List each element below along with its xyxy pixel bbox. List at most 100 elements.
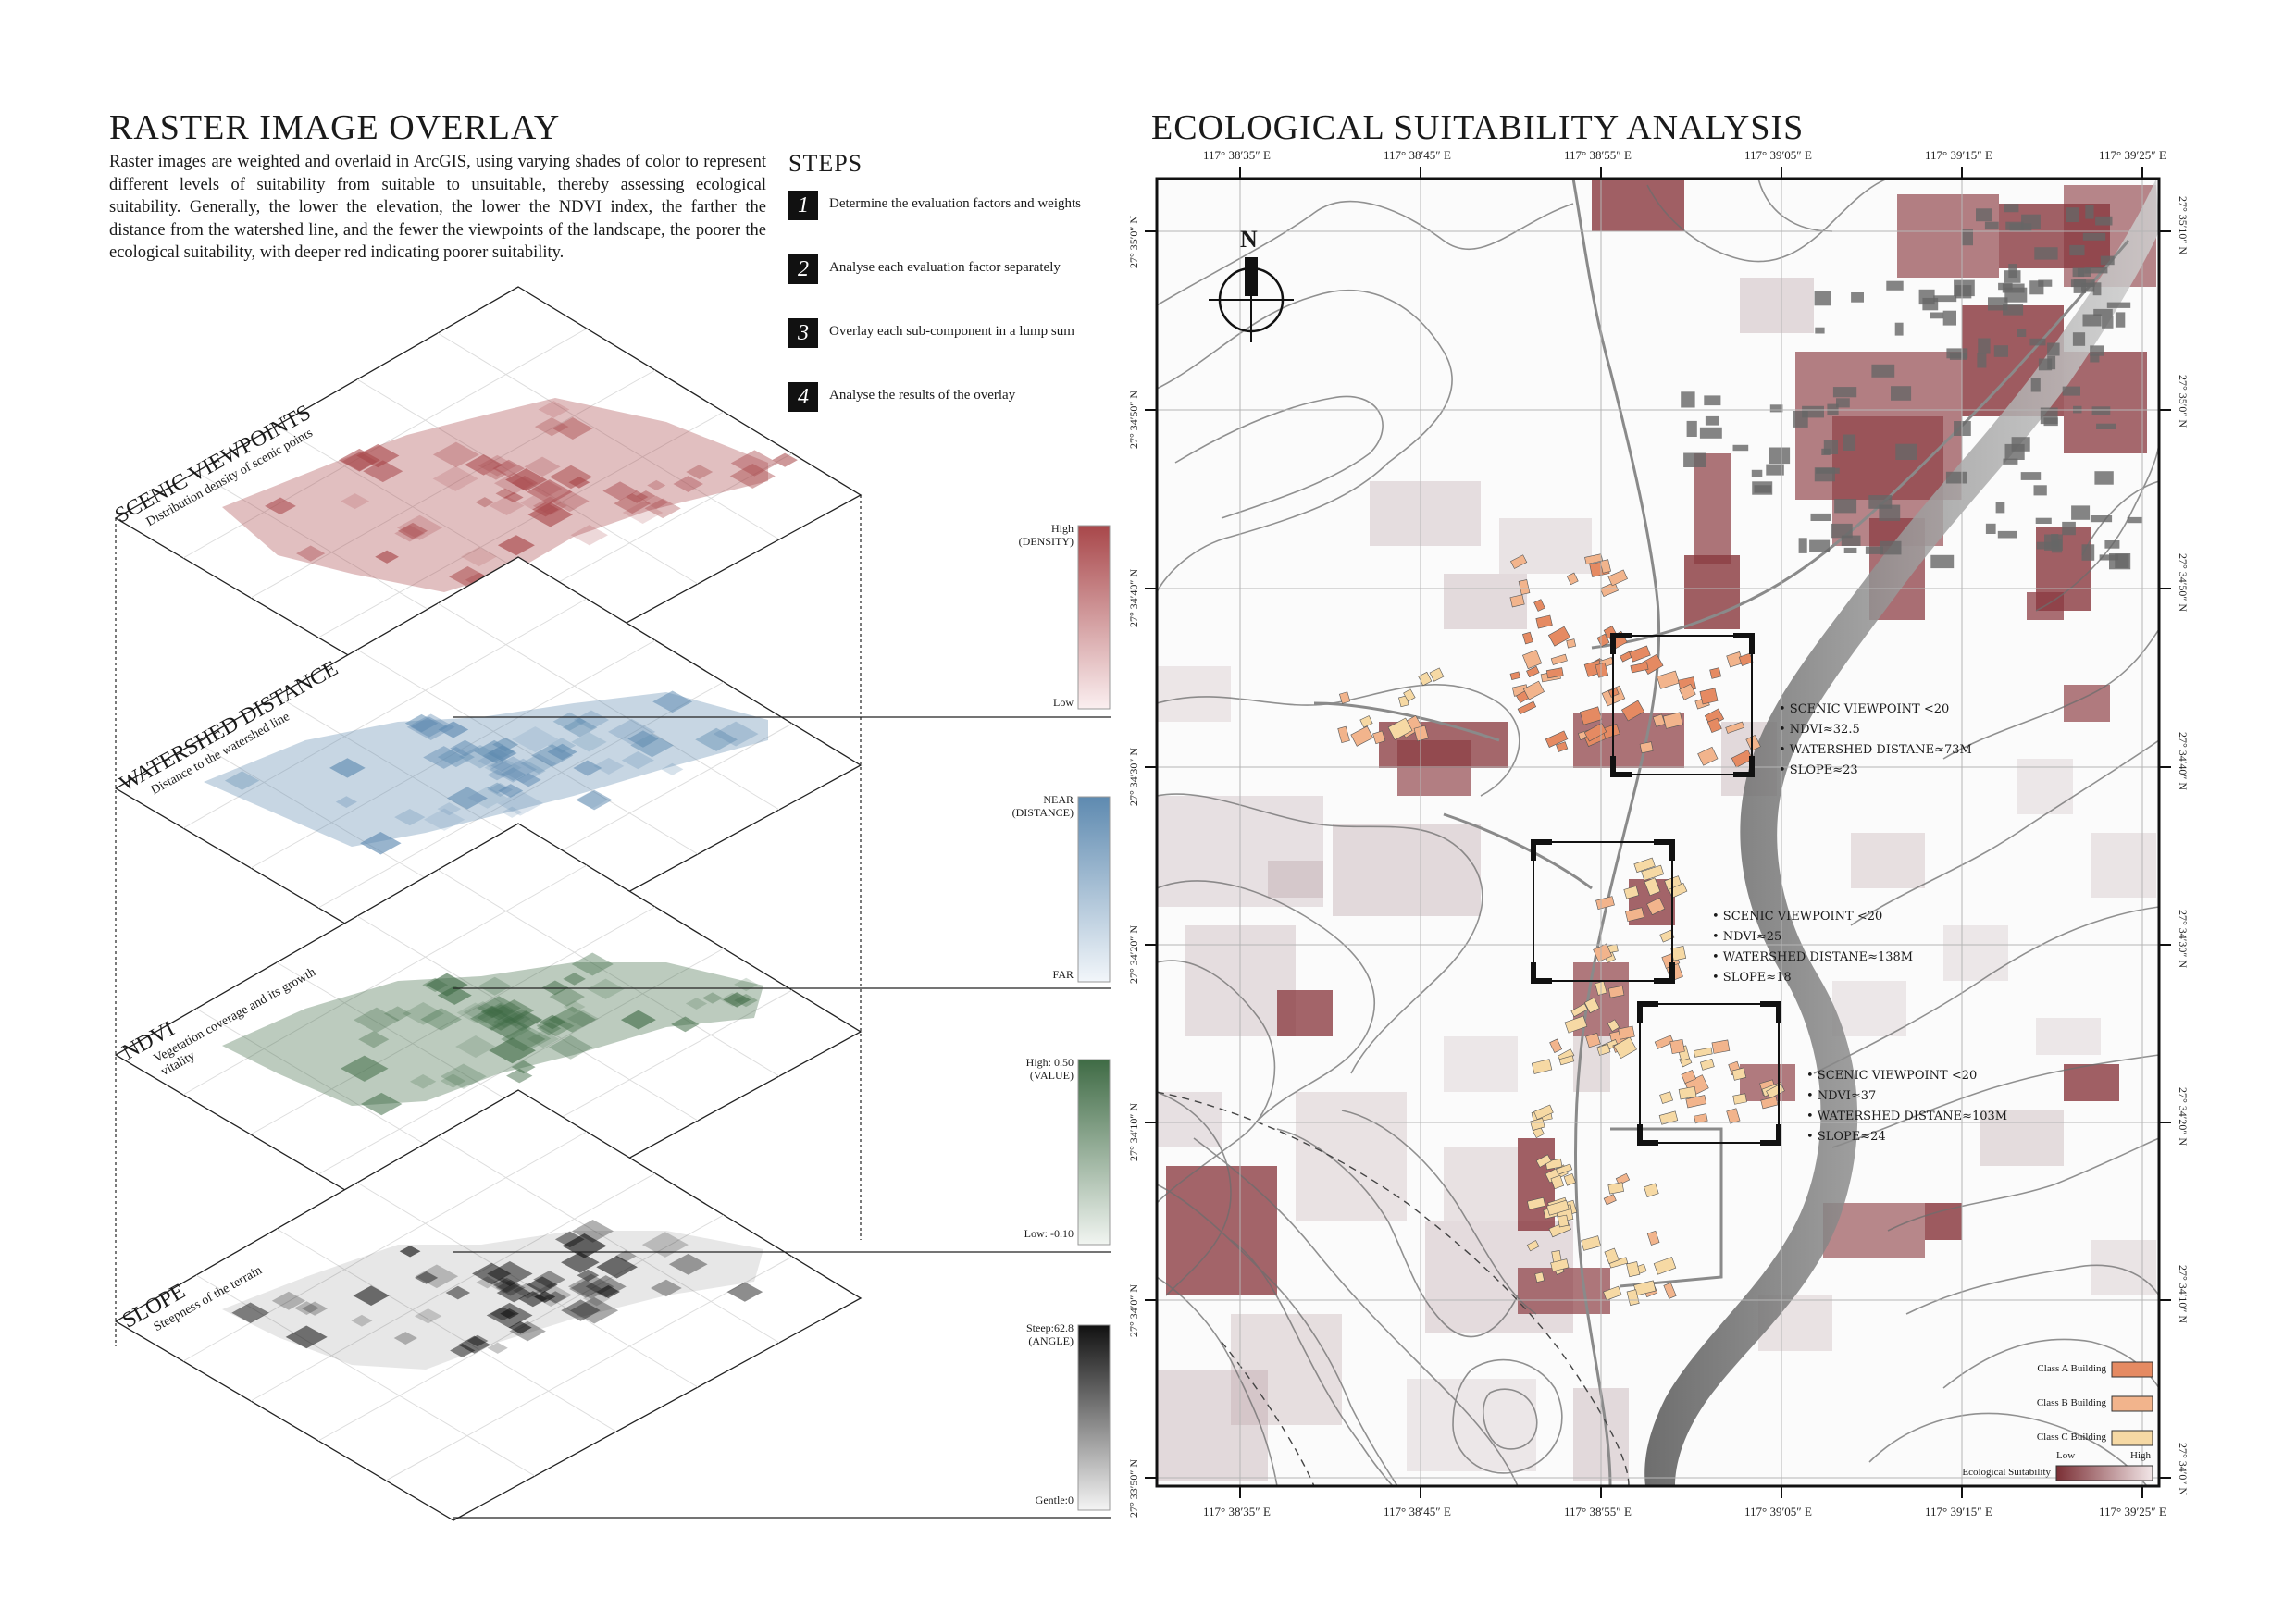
suitability-cell-low — [1157, 1370, 1268, 1481]
raster-cell — [726, 1282, 763, 1302]
building — [1659, 1091, 1673, 1104]
raster-cell — [596, 1255, 638, 1279]
building — [1550, 653, 1568, 665]
building — [1769, 404, 1783, 413]
raster-cell — [644, 498, 681, 519]
raster-cell — [644, 495, 669, 509]
suitability-cell-low — [1268, 861, 1323, 898]
raster-cell — [730, 450, 779, 477]
lon-label-bottom: 117° 39′05″ E — [1744, 1505, 1812, 1519]
building — [1834, 499, 1857, 514]
building — [2062, 386, 2080, 396]
building — [1599, 581, 1619, 598]
suitability-cell-high — [1694, 453, 1731, 564]
legend-ndvi-high: High: 0.50 (VALUE) — [981, 1056, 1074, 1082]
raster-cell — [493, 1015, 515, 1028]
building — [1814, 467, 1835, 482]
lat-label-left: 27° 34′20″ N — [1127, 924, 1140, 984]
raster-cell — [561, 1299, 601, 1321]
annotation-line: • NDVI≈32.5 — [1779, 723, 1860, 737]
building — [1581, 1235, 1602, 1251]
building — [1670, 946, 1687, 961]
raster-cell — [502, 806, 523, 818]
building — [1955, 285, 1972, 299]
building — [1732, 444, 1749, 452]
raster-cell — [593, 757, 625, 775]
raster-cell — [432, 441, 479, 468]
raster-cell — [506, 1068, 533, 1084]
lat-label-left: 27° 35′0″ N — [1127, 215, 1140, 268]
raster-cell — [576, 790, 609, 809]
raster-cell — [437, 986, 472, 1005]
building — [1337, 725, 1350, 744]
annotation-area-1: • SCENIC VIEWPOINT <20 • NDVI≈32.5 • WAT… — [1779, 700, 1972, 781]
raster-cell — [509, 1320, 546, 1342]
building — [2085, 205, 2094, 219]
building — [1930, 554, 1955, 569]
building — [2003, 458, 2018, 465]
legend-scenic-low: Low — [1053, 696, 1074, 709]
map-title: ECOLOGICAL SUITABILITY ANALYSIS — [1151, 108, 1805, 147]
building — [1679, 683, 1696, 700]
annotation-line: • SLOPE≈23 — [1779, 763, 1858, 777]
plate-outline — [114, 286, 863, 718]
lat-label-left: 27° 34′10″ N — [1127, 1102, 1140, 1161]
building — [2090, 353, 2100, 363]
building — [1871, 364, 1895, 378]
building — [2099, 554, 2119, 561]
raster-cell — [685, 998, 708, 1010]
raster-cell — [478, 976, 512, 996]
raster-cell — [544, 1291, 567, 1304]
raster-cell — [437, 802, 462, 816]
building — [2081, 544, 2095, 561]
raster-cell — [647, 479, 666, 490]
raster-cell — [363, 460, 403, 483]
raster-cell — [625, 490, 649, 503]
raster-cell — [627, 730, 659, 748]
lon-label-bottom: 117° 38′35″ E — [1203, 1505, 1271, 1519]
raster-cell — [529, 1283, 572, 1307]
buildings — [1337, 204, 2143, 1307]
raster-cell — [686, 465, 714, 480]
building — [1646, 1230, 1660, 1246]
annotation-line: • SCENIC VIEWPOINT <20 — [1712, 910, 1883, 924]
building — [1663, 1282, 1677, 1299]
building — [1836, 398, 1850, 408]
raster-cell — [668, 1253, 708, 1275]
raster-cell — [271, 1291, 306, 1310]
raster-cell — [500, 758, 546, 784]
legend-high-label: NEAR — [1043, 793, 1074, 806]
legend-class-a-label: Class A Building — [2037, 1363, 2106, 1374]
legend-swatch-class-c — [2111, 1430, 2153, 1446]
raster-cell — [455, 1035, 496, 1058]
building — [2100, 255, 2115, 266]
raster-cell — [406, 713, 455, 741]
suitability-cell-low — [1444, 1147, 1518, 1221]
building — [2038, 279, 2053, 287]
raster-cell — [487, 782, 508, 794]
annotation-line: • SCENIC VIEWPOINT <20 — [1806, 1069, 1978, 1083]
building — [1711, 1039, 1731, 1054]
building — [1942, 310, 1956, 326]
legend-swatch-class-a — [2111, 1361, 2153, 1378]
building — [1558, 1055, 1575, 1066]
step-number: 1 — [788, 191, 818, 220]
building — [1683, 452, 1706, 467]
raster-cell — [500, 1010, 531, 1027]
raster-cell — [501, 1026, 546, 1052]
building — [2017, 329, 2027, 337]
raster-cell — [572, 1220, 614, 1243]
step-number: 4 — [788, 382, 818, 412]
suitability-cell-low — [1980, 1110, 2064, 1166]
raster-cell — [420, 1008, 462, 1031]
raster-cell — [409, 1073, 437, 1089]
building — [1644, 1183, 1659, 1198]
raster-cell — [641, 1232, 689, 1258]
building — [2102, 316, 2114, 329]
building — [1652, 713, 1666, 727]
building — [2038, 358, 2053, 371]
building — [1732, 1093, 1747, 1105]
raster-cell — [520, 753, 557, 774]
step-number: 2 — [788, 254, 818, 284]
legend-class-b-label: Class B Building — [2036, 1397, 2106, 1408]
